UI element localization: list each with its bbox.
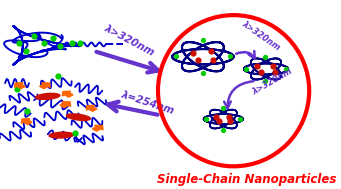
Polygon shape — [15, 83, 25, 89]
Polygon shape — [86, 105, 97, 111]
Polygon shape — [62, 91, 73, 97]
Ellipse shape — [35, 93, 60, 99]
Text: Single-Chain Nanoparticles: Single-Chain Nanoparticles — [157, 173, 336, 186]
Text: λ>320nm: λ>320nm — [251, 66, 294, 97]
Text: λ>320nm: λ>320nm — [102, 23, 156, 58]
Polygon shape — [92, 125, 103, 131]
Text: λ>320nm: λ>320nm — [240, 19, 282, 52]
Text: λ=254nm: λ=254nm — [119, 90, 175, 116]
Ellipse shape — [49, 132, 74, 138]
Polygon shape — [40, 83, 50, 89]
Polygon shape — [60, 102, 71, 108]
Ellipse shape — [66, 114, 90, 120]
Polygon shape — [21, 119, 32, 125]
